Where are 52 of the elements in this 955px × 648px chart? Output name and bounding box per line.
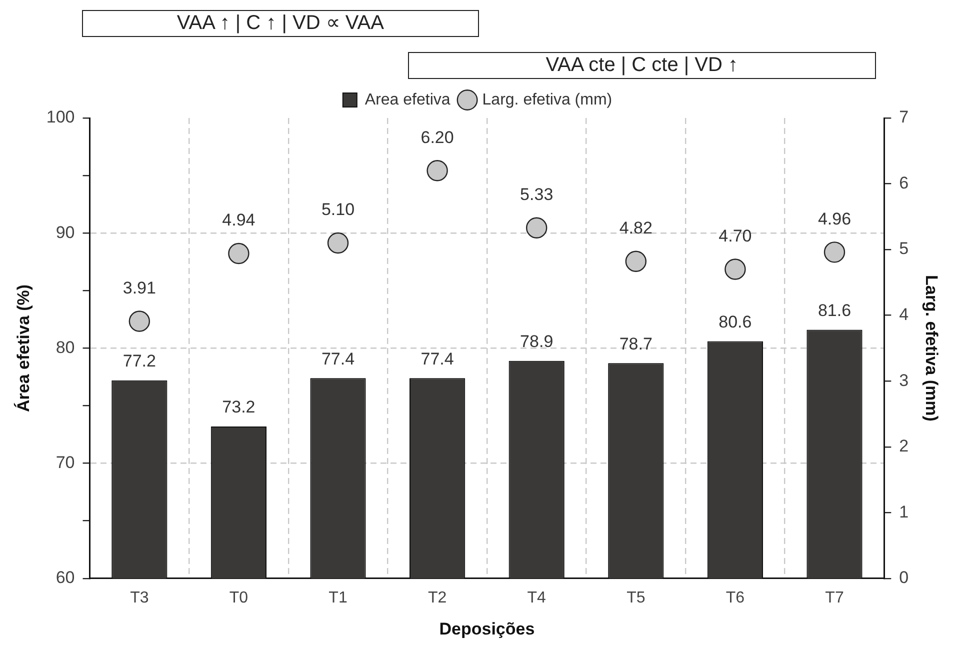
y-tick-label: 70 <box>56 452 75 472</box>
y2-tick-label: 2 <box>899 436 909 456</box>
text: VAA ↑ | C ↑ | VD ∝ VAA <box>82 10 479 37</box>
data-label: 78.9 <box>520 332 554 352</box>
point <box>526 217 548 238</box>
x-tick-label: T1 <box>328 589 348 606</box>
y2-tick-label: 6 <box>899 173 909 192</box>
data-label: 77.4 <box>321 349 355 368</box>
point <box>128 310 150 332</box>
legend-label: Area efetiva <box>364 91 450 108</box>
point <box>426 160 448 182</box>
x-tick-label: T7 <box>825 589 844 606</box>
x-tick-label: T5 <box>626 589 646 606</box>
x-tick-label: T2 <box>428 589 447 606</box>
y-tick-label: 80 <box>56 338 75 357</box>
text: VAA cte | C cte | VD ↑ <box>408 52 876 79</box>
y2-axis-title: Larg. efetiva (mm) <box>922 274 942 422</box>
point <box>724 258 746 280</box>
y2-tick-label: 1 <box>899 502 909 522</box>
data-label: 80.6 <box>718 312 752 332</box>
y-axis-title: Área efetiva (%) <box>12 284 33 412</box>
x-tick-label: T3 <box>130 589 149 606</box>
y-tick-label: 100 <box>46 108 75 127</box>
data-label: 4.94 <box>222 210 256 230</box>
y2-tick-label: 0 <box>899 568 909 588</box>
data-label: 4.70 <box>718 226 752 246</box>
y2-tick-label: 7 <box>899 108 909 127</box>
x-tick-label: T4 <box>527 589 546 606</box>
data-label: 4.82 <box>619 218 652 238</box>
y2-tick-label: 5 <box>899 239 909 258</box>
data-label: 77.4 <box>420 349 454 368</box>
x-tick-label: T6 <box>726 589 745 606</box>
y-tick-label: 60 <box>56 568 75 588</box>
data-label: 6.20 <box>420 128 454 147</box>
x-tick-label: T0 <box>229 589 248 606</box>
legend-label: Larg. efetiva (mm) <box>482 91 612 108</box>
data-label: 3.91 <box>122 278 156 298</box>
data-label: 77.2 <box>122 352 156 371</box>
data-label: 78.7 <box>619 334 652 354</box>
point <box>327 232 349 254</box>
point <box>625 250 646 272</box>
data-label: 5.33 <box>520 185 554 204</box>
data-label: 81.6 <box>818 300 852 320</box>
point <box>824 242 846 263</box>
point <box>228 242 250 264</box>
y-tick-label: 90 <box>56 222 75 242</box>
x-axis-title: Deposições <box>439 619 535 638</box>
y2-tick-label: 4 <box>899 305 909 324</box>
data-label: 73.2 <box>222 398 256 417</box>
y2-tick-label: 3 <box>899 370 909 390</box>
data-label: 5.10 <box>321 200 355 220</box>
data-label: 4.96 <box>818 209 852 228</box>
